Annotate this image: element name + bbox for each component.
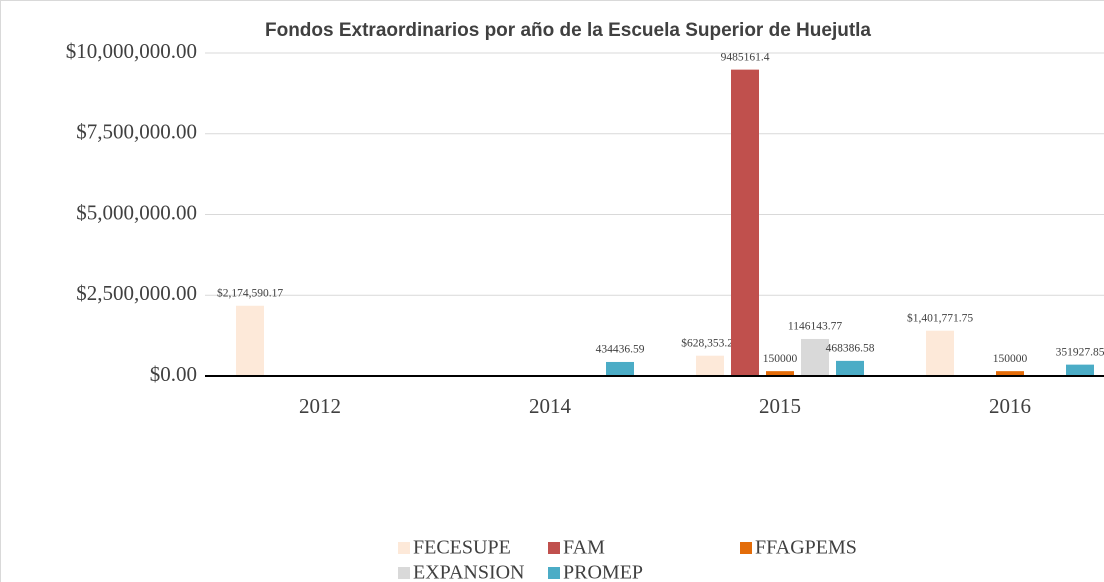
- y-tick-label: $5,000,000.00: [76, 200, 197, 224]
- bar: [766, 371, 794, 376]
- legend-swatch: [398, 567, 410, 579]
- data-label: 150000: [993, 353, 1028, 365]
- bar: [606, 361, 634, 376]
- bar: [731, 69, 759, 377]
- y-tick-label: $7,500,000.00: [76, 120, 197, 144]
- bar: [836, 360, 864, 376]
- legend-swatch: [548, 567, 560, 579]
- legend-swatch: [398, 542, 410, 554]
- bar: [926, 330, 954, 376]
- data-label: $2,174,590.17: [217, 286, 283, 299]
- data-label: 434436.59: [596, 344, 645, 356]
- y-tick-label: $2,500,000.00: [76, 281, 197, 305]
- x-tick-label: 2016: [989, 394, 1031, 418]
- bar: [801, 338, 829, 376]
- legend-label: FFAGPEMS: [755, 537, 857, 559]
- legend-label: EXPANSION: [413, 562, 525, 582]
- data-label: 150000: [763, 353, 798, 365]
- y-tick-label: $0.00: [150, 362, 197, 386]
- legend-label: PROMEP: [563, 562, 643, 582]
- x-tick-label: 2015: [759, 394, 801, 418]
- y-tick-label: $10,000,000.00: [66, 39, 197, 63]
- bar: [1066, 364, 1094, 376]
- legend-label: FECESUPE: [413, 537, 511, 559]
- bar: [236, 305, 264, 376]
- data-label: 1146143.77: [788, 321, 842, 333]
- data-label: 9485161.4: [721, 51, 770, 63]
- legend-label: FAM: [563, 537, 605, 559]
- data-label: 351927.85: [1056, 346, 1104, 358]
- legend-swatch: [740, 542, 752, 554]
- bar: [696, 355, 724, 376]
- data-label: $628,353.22: [681, 336, 739, 349]
- chart-title: Fondos Extraordinarios por año de la Esc…: [265, 20, 871, 41]
- legend-swatch: [548, 542, 560, 554]
- data-label: $1,401,771.75: [907, 311, 973, 324]
- x-tick-label: 2014: [529, 394, 572, 418]
- bar: [996, 371, 1024, 376]
- data-label: 468386.58: [826, 343, 875, 355]
- x-tick-label: 2012: [299, 394, 341, 418]
